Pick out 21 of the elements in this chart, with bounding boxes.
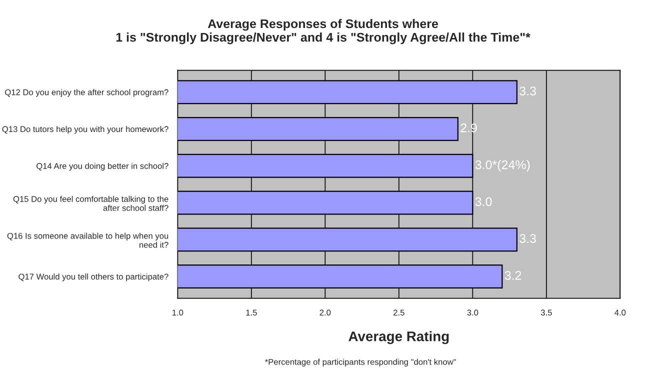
x-tick-label: 2.0: [320, 310, 331, 316]
data-label: 3.3: [520, 234, 536, 243]
x-tick-label: 2.5: [394, 310, 404, 316]
data-label: 3.3: [520, 86, 536, 96]
x-tick-label: 4.0: [614, 310, 626, 316]
x-tick-label: 3.5: [540, 310, 552, 316]
y-tick-label: Q17 Would you tell others to participate?: [18, 273, 168, 282]
y-tick-label: Q14 Are you doing better in school?: [36, 162, 168, 171]
chart-title: Average Responses of Students where 1 is "Strongly Disagree/Never" and 4 is "Strongly Agree/All the Time"*: [116, 19, 530, 44]
data-label: 3.2: [504, 271, 522, 280]
y-tick-label: Q16 Is someone available to help when you need it?: [7, 232, 168, 248]
x-tick-label: 1.0: [172, 310, 184, 316]
x-tick-label: 3.0: [467, 310, 478, 316]
x-axis-title: Average Rating: [348, 331, 449, 344]
text: *Percentage of participants responding "don't know": [264, 358, 456, 367]
data-label: 3.0: [475, 197, 492, 206]
y-tick-label: Q12 Do you enjoy the after school program?: [5, 89, 168, 97]
data-label: 3.0*(24%): [475, 160, 530, 172]
y-tick-label: Q13 Do tutors help you with your homework?: [2, 126, 168, 134]
y-tick-label: Q15 Do you feel comfortable talking to the after school staff?: [13, 196, 168, 211]
x-tick-label: 1.5: [246, 310, 257, 316]
